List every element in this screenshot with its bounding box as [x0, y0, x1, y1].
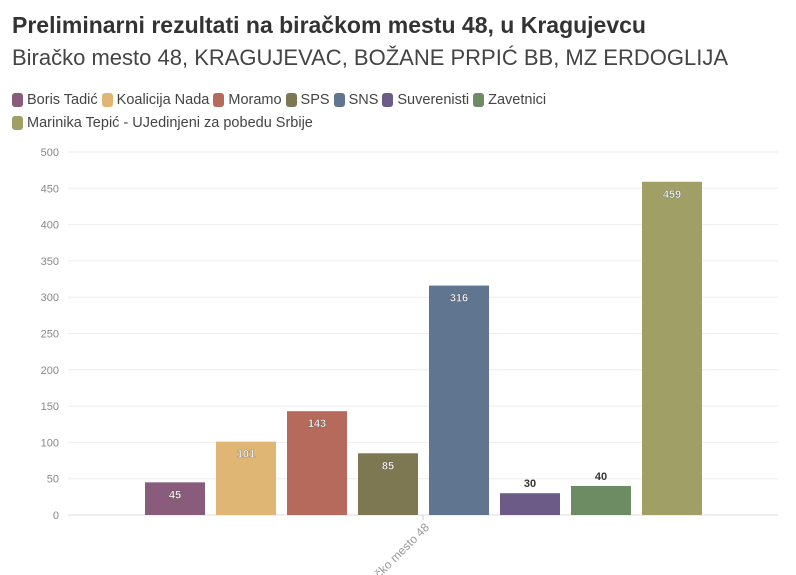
y-tick-label: 100	[41, 437, 59, 449]
chart-subtitle: Biračko mesto 48, KRAGUJEVAC, BOŽANE PRP…	[12, 45, 728, 70]
legend-swatch	[285, 93, 297, 107]
y-tick-label: 250	[41, 329, 59, 341]
y-tick-label: 50	[47, 474, 59, 486]
bar	[571, 485, 631, 515]
bar	[642, 181, 702, 516]
data-label: 459	[663, 189, 681, 201]
y-tick-label: 450	[41, 183, 59, 195]
bar	[500, 493, 560, 515]
data-label: 45	[169, 489, 181, 501]
bar	[216, 441, 276, 515]
data-label: 101	[237, 449, 255, 461]
legend-label: Moramo	[228, 92, 282, 108]
legend-item[interactable]: SPS	[285, 90, 330, 110]
legend-swatch	[333, 93, 345, 107]
x-tick-label: Biračko mesto 48	[357, 520, 433, 575]
legend-item[interactable]: SNS	[333, 90, 379, 110]
data-label: 40	[595, 471, 607, 483]
legend-swatch	[12, 93, 23, 107]
y-tick-label: 200	[41, 365, 59, 377]
bar	[358, 453, 418, 515]
data-label: 85	[382, 460, 394, 472]
legend-label: Marinika Tepić - UJedinjeni za pobedu Sr…	[27, 115, 313, 131]
y-tick-label: 300	[41, 292, 59, 304]
legend-item[interactable]: Zavetnici	[473, 90, 546, 110]
legend-item[interactable]: Marinika Tepić - UJedinjeni za pobedu Sr…	[12, 113, 313, 133]
legend-label: SPS	[300, 92, 330, 108]
legend-label: Koalicija Nada	[116, 92, 210, 108]
bar	[145, 482, 205, 515]
legend-swatch	[213, 93, 225, 107]
y-tick-label: 400	[41, 220, 59, 232]
y-tick-label: 0	[53, 510, 59, 522]
legend: Boris Tadić Koalicija Nada Moramo SPS SNS Suv…	[12, 90, 572, 136]
data-label: 316	[450, 293, 468, 305]
legend-swatch	[12, 116, 23, 130]
y-tick-label: 150	[41, 401, 59, 413]
bar	[429, 285, 489, 515]
legend-item[interactable]: Koalicija Nada	[101, 90, 210, 110]
legend-item[interactable]: Suverenisti	[382, 90, 469, 110]
data-label: 30	[524, 478, 536, 490]
y-tick-label: 500	[41, 147, 59, 159]
legend-item[interactable]: Moramo	[213, 90, 282, 110]
legend-label: SNS	[348, 92, 379, 108]
legend-label: Zavetnici	[488, 92, 547, 108]
legend-swatch	[473, 93, 485, 107]
legend-item[interactable]: Boris Tadić	[12, 90, 98, 110]
data-label: 143	[308, 418, 326, 430]
legend-label: Suverenisti	[397, 92, 470, 108]
y-tick-label: 350	[41, 256, 59, 268]
chart-title: Preliminarni rezultati na biračkom mestu…	[12, 12, 646, 38]
legend-swatch	[382, 93, 394, 107]
legend-swatch	[101, 93, 113, 107]
bar	[287, 411, 347, 515]
legend-label: Boris Tadić	[27, 92, 98, 108]
